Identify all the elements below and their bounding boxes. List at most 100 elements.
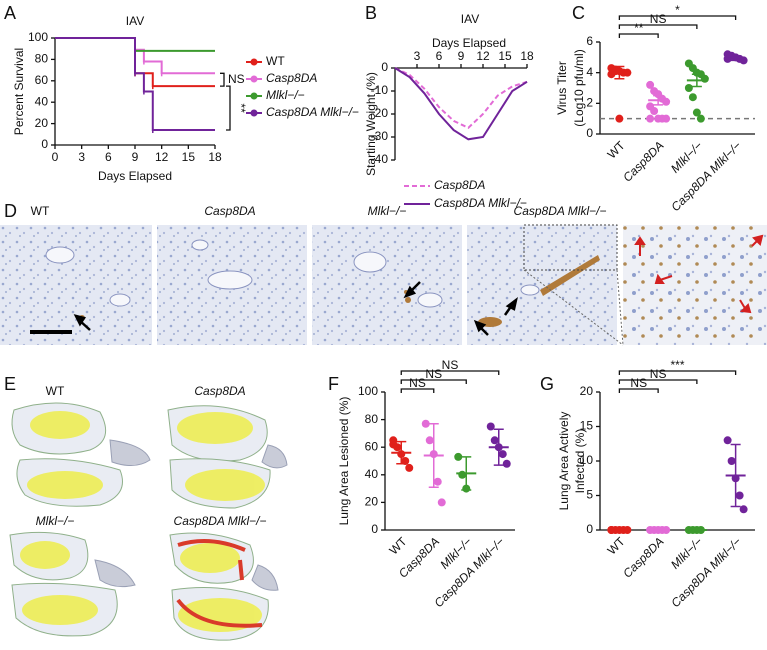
data-point xyxy=(739,56,748,65)
weight-line xyxy=(394,67,528,141)
y-tick-label: 0 xyxy=(41,137,48,151)
arrows xyxy=(73,281,518,336)
significance-label: NS xyxy=(630,376,647,390)
panel-label: E xyxy=(4,374,16,394)
x-tick-label: 0 xyxy=(52,150,59,164)
significance-bracket xyxy=(618,33,659,38)
significance-label: ** xyxy=(634,21,644,35)
data-point xyxy=(454,452,463,461)
data-point xyxy=(684,84,693,92)
data-point xyxy=(692,108,701,117)
annotation: NS xyxy=(228,72,245,86)
scale-bar xyxy=(30,330,72,334)
y-tick-label: 100 xyxy=(28,30,48,44)
lesion-area xyxy=(20,411,265,632)
airways xyxy=(45,239,540,308)
error-bar xyxy=(691,73,702,88)
data-point xyxy=(662,114,671,123)
x-tick-label: 15 xyxy=(498,49,512,63)
y-axis-label: Lung Area Lesioned (%) xyxy=(337,397,351,526)
y-tick-label: 4 xyxy=(586,65,593,79)
legend-label: Casp8DA Mlkl−/− xyxy=(434,196,527,210)
panel-label: B xyxy=(365,3,377,23)
image-label: Mlkl−/− xyxy=(36,514,75,528)
error-bar xyxy=(461,456,472,491)
inset-guide xyxy=(523,269,624,346)
data-point xyxy=(389,440,398,449)
y-axis-label: Lung Area Actively xyxy=(557,412,571,511)
y-tick-label: -10 xyxy=(371,83,389,97)
data-point xyxy=(700,74,709,83)
data-point xyxy=(502,459,511,468)
significance-label: NS xyxy=(650,367,667,381)
significance-label: NS xyxy=(442,358,459,372)
legend-label: Casp8DA xyxy=(266,71,317,85)
data-point xyxy=(405,463,414,472)
image-label: WT xyxy=(31,204,50,218)
error-bar xyxy=(614,65,625,80)
y-tick-label: 20 xyxy=(365,495,379,509)
significance-bracket xyxy=(400,370,500,375)
data-point xyxy=(486,422,495,431)
micrographs: D WT Casp8DA Mlkl−/− Casp8DA Mlkl−/− xyxy=(0,201,767,346)
y-tick-label: 60 xyxy=(35,73,49,87)
y-tick-label: 20 xyxy=(580,384,594,398)
error-bar xyxy=(730,443,741,508)
x-tick-label: 12 xyxy=(476,49,490,63)
weight-line xyxy=(394,67,528,129)
y-tick-label: 80 xyxy=(365,412,379,426)
y-axis-label: Infected (%) xyxy=(573,429,587,494)
significance-bracket xyxy=(618,379,698,384)
x-tick-label: 9 xyxy=(132,150,139,164)
data-point xyxy=(735,491,744,500)
significance-label: NS xyxy=(650,12,667,26)
significance-bracket xyxy=(618,24,698,29)
micrograph xyxy=(0,225,152,345)
panel-label: A xyxy=(4,3,16,23)
x-tick-label: 3 xyxy=(78,150,85,164)
y-axis-label: Percent Survival xyxy=(12,48,26,135)
x-tick-label: WT xyxy=(387,534,411,558)
y-tick-label: -40 xyxy=(371,152,389,166)
y-tick-label: 80 xyxy=(35,52,49,66)
x-tick-label: WT xyxy=(605,138,629,162)
legend-label: Casp8DA xyxy=(434,178,485,192)
data-point xyxy=(723,436,732,445)
y-tick-label: 5 xyxy=(586,488,593,502)
legend-label: Mlkl−/− xyxy=(266,88,305,102)
data-point xyxy=(425,436,434,445)
significance-label: * xyxy=(675,3,680,17)
survival-curve xyxy=(55,37,215,132)
y-axis-label: Starting Weight (%) xyxy=(364,72,378,176)
panel-label: G xyxy=(540,374,554,394)
data-point xyxy=(739,505,748,514)
image-label: Casp8DA xyxy=(204,204,255,218)
y-tick-label: 40 xyxy=(365,467,379,481)
error-bar xyxy=(428,422,439,488)
data-point xyxy=(421,419,430,428)
image-label: Mlkl−/− xyxy=(368,204,407,218)
micrograph-zoom xyxy=(623,225,767,345)
y-tick-label: 20 xyxy=(35,116,49,130)
data-point xyxy=(650,107,659,115)
y-tick-label: 0 xyxy=(371,522,378,536)
y-tick-label: 60 xyxy=(365,439,379,453)
error-bar xyxy=(493,428,504,466)
panel-label: C xyxy=(572,3,585,23)
legend-label: WT xyxy=(266,54,285,68)
x-tick-label: 9 xyxy=(458,49,465,63)
y-tick-label: -30 xyxy=(371,129,389,143)
x-tick-label: Casp8DA xyxy=(620,534,666,580)
x-tick-label: 15 xyxy=(182,150,196,164)
panel-label: F xyxy=(328,374,339,394)
significance-bracket xyxy=(618,370,737,375)
y-tick-label: 40 xyxy=(35,94,49,108)
error-bar xyxy=(396,440,407,465)
image-label: Casp8DA Mlkl−/− xyxy=(514,204,607,218)
significance-bracket xyxy=(400,379,467,384)
y-tick-label: 15 xyxy=(580,419,594,433)
data-point xyxy=(696,114,705,123)
significance-bracket xyxy=(618,15,737,20)
x-tick-label: 3 xyxy=(414,49,421,63)
